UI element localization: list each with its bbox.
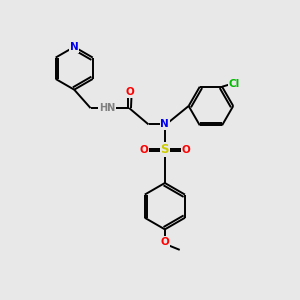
Text: O: O (182, 145, 190, 155)
Text: O: O (160, 237, 169, 247)
Text: N: N (70, 42, 79, 52)
Text: Cl: Cl (229, 79, 240, 89)
Text: O: O (125, 87, 134, 97)
Text: O: O (139, 145, 148, 155)
Text: S: S (160, 143, 169, 156)
Text: HN: HN (99, 103, 115, 113)
Text: N: N (160, 119, 169, 129)
